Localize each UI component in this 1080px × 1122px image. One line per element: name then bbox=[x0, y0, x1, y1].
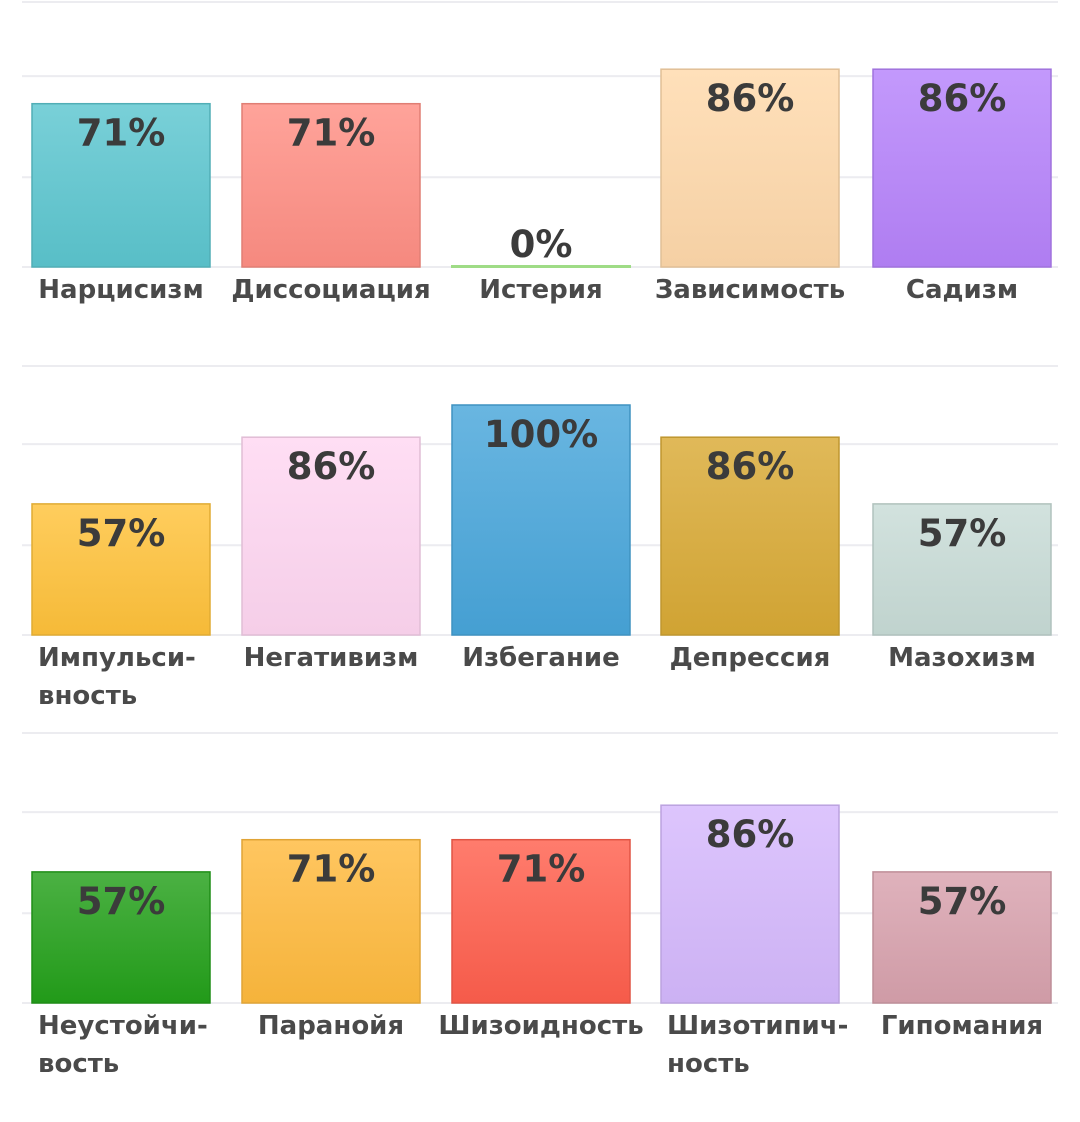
bar-2-1 bbox=[31, 503, 211, 636]
category-label: Избегание bbox=[462, 643, 620, 673]
chart-panel-3: 57% Неустойчи-вость 71% Паранойя 71% Шизоидно… bbox=[22, 732, 1058, 1079]
bar-1-4 bbox=[660, 68, 840, 268]
bar-3-3 bbox=[451, 838, 631, 1004]
value-label: 100% bbox=[484, 413, 598, 456]
bar-2-2 bbox=[241, 436, 421, 636]
value-label: 71% bbox=[497, 848, 586, 891]
value-label: 86% bbox=[706, 77, 795, 120]
value-label: 71% bbox=[287, 112, 376, 155]
category-label: Шизотипич- bbox=[667, 1011, 848, 1041]
category-label: Зависимость bbox=[655, 275, 845, 305]
value-label: 86% bbox=[287, 445, 376, 488]
chart-panel-1: 71% Нарцисизм 71% Диссоциация 0% Истерия 86% За… bbox=[22, 1, 1058, 305]
category-label: Шизоидность bbox=[438, 1011, 643, 1041]
category-label: ность bbox=[667, 1049, 750, 1079]
value-label: 71% bbox=[287, 848, 376, 891]
value-label: 86% bbox=[706, 445, 795, 488]
value-label: 86% bbox=[706, 813, 795, 856]
bar-1-1 bbox=[31, 102, 211, 268]
category-label: Гипомания bbox=[881, 1011, 1043, 1041]
bar-2-3 bbox=[451, 404, 631, 636]
category-label: Паранойя bbox=[258, 1011, 404, 1041]
category-label: Негативизм bbox=[244, 643, 419, 673]
value-label: 86% bbox=[918, 77, 1007, 120]
bar-2-5 bbox=[872, 503, 1052, 636]
category-label: Импульси- bbox=[38, 643, 196, 673]
bar-1-2 bbox=[241, 102, 421, 268]
bar-1-3 bbox=[451, 265, 631, 268]
value-label: 71% bbox=[77, 112, 166, 155]
category-label: Диссоциация bbox=[231, 275, 430, 305]
category-label: Истерия bbox=[479, 275, 602, 305]
bar-3-4 bbox=[660, 804, 840, 1004]
category-label: вость bbox=[38, 1049, 119, 1079]
bar-3-5 bbox=[872, 871, 1052, 1004]
category-label: Нарцисизм bbox=[38, 275, 203, 305]
bar-1-5 bbox=[872, 68, 1052, 268]
category-label: Депрессия bbox=[670, 643, 831, 673]
value-label: 57% bbox=[77, 880, 166, 923]
category-label: вность bbox=[38, 681, 137, 711]
category-label: Мазохизм bbox=[888, 643, 1036, 673]
value-label: 57% bbox=[918, 880, 1007, 923]
bar-2-4 bbox=[660, 436, 840, 636]
chart-panel-2: 57% Импульси-вность 86% Негативизм 100% Избег… bbox=[22, 365, 1058, 711]
value-label: 57% bbox=[77, 512, 166, 555]
category-label: Садизм bbox=[906, 275, 1018, 305]
category-label: Неустойчи- bbox=[38, 1011, 208, 1041]
value-label: 57% bbox=[918, 512, 1007, 555]
bar-3-1 bbox=[31, 871, 211, 1004]
value-label: 0% bbox=[510, 223, 573, 266]
bar-3-2 bbox=[241, 838, 421, 1004]
